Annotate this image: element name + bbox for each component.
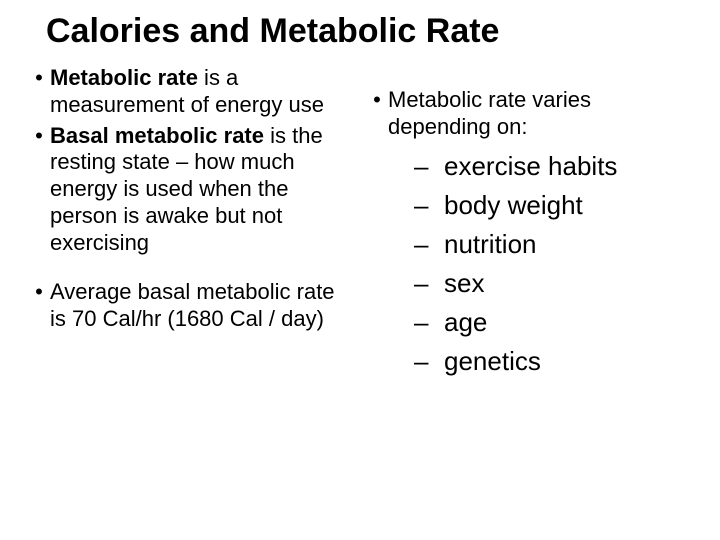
bullet-item: • Metabolic rate varies depending on: xyxy=(366,87,692,141)
sub-list: – exercise habits – body weight – nutrit… xyxy=(414,147,692,381)
dash-icon: – xyxy=(414,147,444,186)
dash-icon: – xyxy=(414,264,444,303)
bullet-text: Basal metabolic rate is the resting stat… xyxy=(50,123,354,257)
bold-term: Basal metabolic rate xyxy=(50,123,264,148)
dash-icon: – xyxy=(414,225,444,264)
bullet-item: • Basal metabolic rate is the resting st… xyxy=(28,123,354,257)
slide: Calories and Metabolic Rate • Metabolic … xyxy=(0,0,720,540)
bullet-text: Metabolic rate is a measurement of energ… xyxy=(50,65,354,119)
sub-bullet-item: – nutrition xyxy=(414,225,692,264)
bullet-text: Metabolic rate varies depending on: xyxy=(388,87,692,141)
sub-bullet-item: – sex xyxy=(414,264,692,303)
sub-bullet-item: – genetics xyxy=(414,342,692,381)
right-column: • Metabolic rate varies depending on: – … xyxy=(360,65,692,381)
sub-text: sex xyxy=(444,264,692,303)
sub-bullet-item: – age xyxy=(414,303,692,342)
sub-bullet-item: – exercise habits xyxy=(414,147,692,186)
content-columns: • Metabolic rate is a measurement of ene… xyxy=(28,65,692,381)
dash-icon: – xyxy=(414,342,444,381)
bold-term: Metabolic rate xyxy=(50,65,198,90)
bullet-dot-icon: • xyxy=(28,123,50,150)
bullet-text: Average basal metabolic rate is 70 Cal/h… xyxy=(50,279,354,333)
sub-text: nutrition xyxy=(444,225,692,264)
sub-text: exercise habits xyxy=(444,147,692,186)
sub-text: body weight xyxy=(444,186,692,225)
bullet-item: • Average basal metabolic rate is 70 Cal… xyxy=(28,279,354,333)
sub-text: genetics xyxy=(444,342,692,381)
bullet-dot-icon: • xyxy=(366,87,388,114)
dash-icon: – xyxy=(414,186,444,225)
dash-icon: – xyxy=(414,303,444,342)
bullet-dot-icon: • xyxy=(28,279,50,306)
sub-bullet-item: – body weight xyxy=(414,186,692,225)
bullet-item: • Metabolic rate is a measurement of ene… xyxy=(28,65,354,119)
sub-text: age xyxy=(444,303,692,342)
left-column: • Metabolic rate is a measurement of ene… xyxy=(28,65,360,381)
bullet-dot-icon: • xyxy=(28,65,50,92)
slide-title: Calories and Metabolic Rate xyxy=(46,12,692,51)
